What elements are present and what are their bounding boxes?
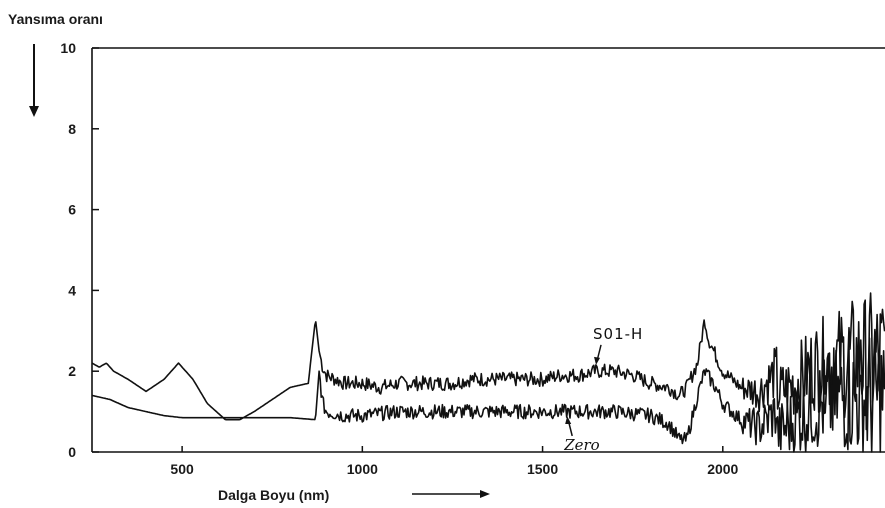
x-axis-ticks: 500 1000 1500 2000 [170,446,739,477]
annotation-label: Zero [563,436,600,454]
y-tick-label: 6 [68,202,76,218]
x-axis-arrow [412,490,490,498]
y-tick-label: 10 [60,40,76,56]
series-group [91,292,885,453]
x-tick-label: 1000 [347,461,378,477]
annotation-arrowhead [594,356,601,365]
y-axis-ticks: 0 2 4 6 8 10 [60,40,99,460]
x-axis-label: Dalga Boyu (nm) [218,487,329,503]
series-line-s01-h [91,292,885,431]
annotations: S01-H Zero [563,325,643,454]
x-tick-label: 500 [170,461,194,477]
y-tick-label: 2 [68,363,76,379]
y-tick-label: 0 [68,444,76,460]
y-axis-arrow [29,44,39,117]
annotation-label: S01-H [593,325,643,343]
y-tick-label: 4 [68,282,76,298]
x-tick-label: 2000 [707,461,738,477]
x-tick-label: 1500 [527,461,558,477]
annotation-arrowhead [565,415,572,424]
y-tick-label: 8 [68,121,76,137]
series-line-zero [91,328,885,453]
plot-frame [91,47,885,453]
y-axis-label: Yansıma oranı [8,11,103,27]
